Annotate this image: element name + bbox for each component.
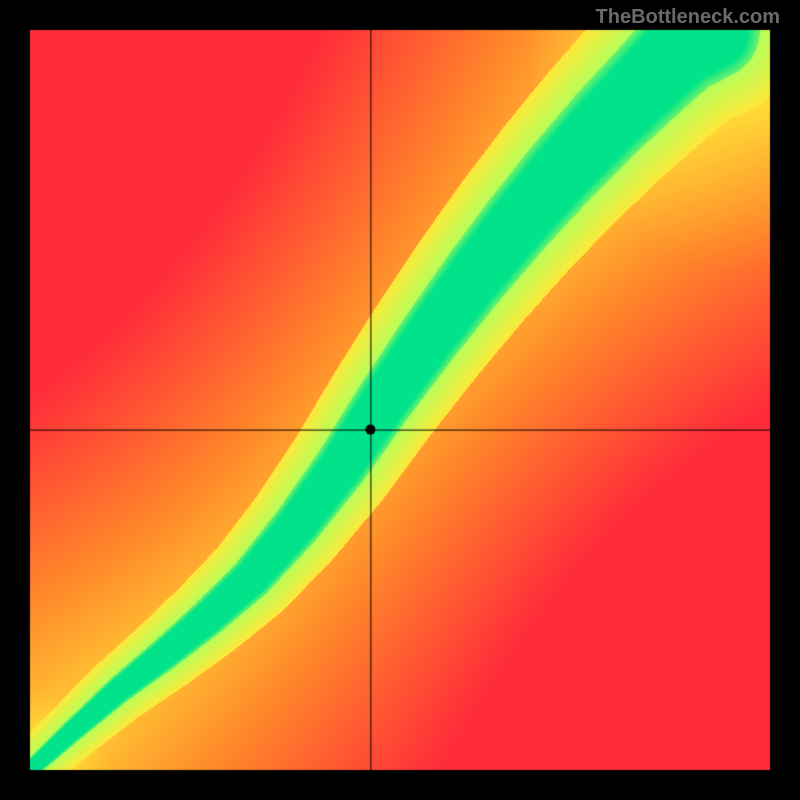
heatmap-canvas [0,0,800,800]
watermark-text: TheBottleneck.com [596,6,780,29]
chart-container: TheBottleneck.com [0,0,800,800]
